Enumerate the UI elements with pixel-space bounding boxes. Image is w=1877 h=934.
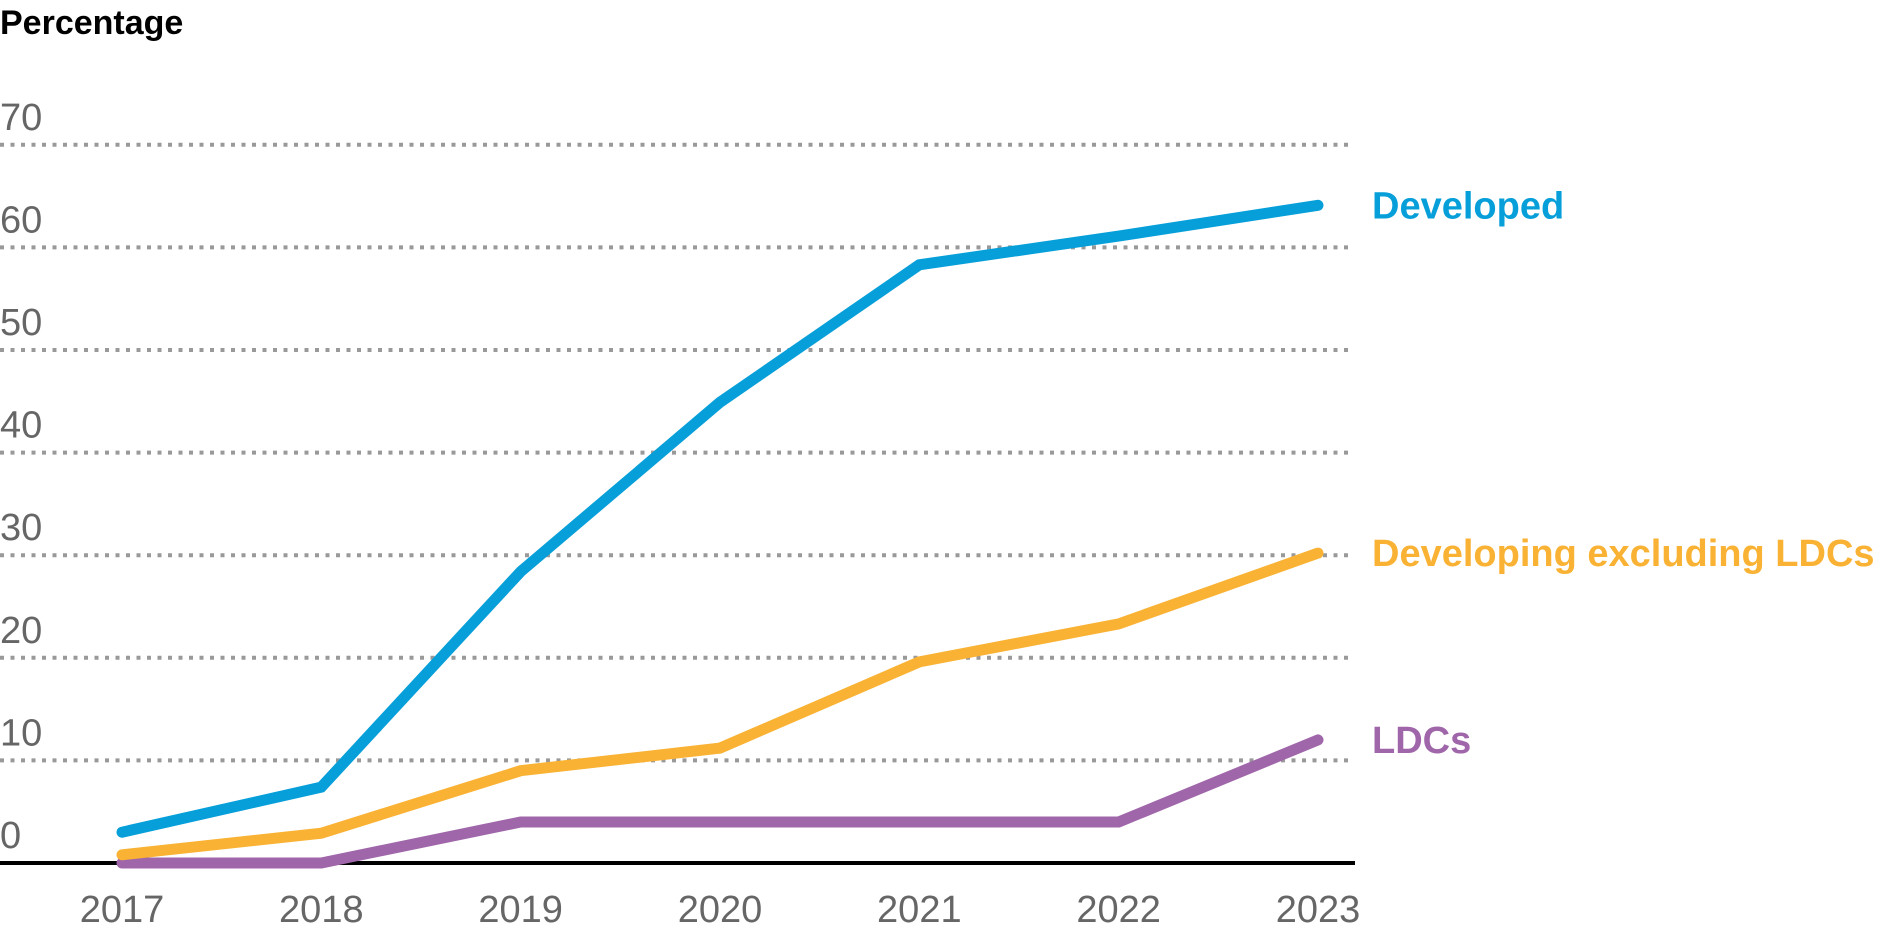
x-tick-label: 2019 <box>478 889 563 931</box>
series-label-developed: Developed <box>1372 185 1564 227</box>
y-tick-labels: 0 10 20 30 40 50 60 70 <box>0 97 42 857</box>
y-tick-label: 40 <box>0 405 42 447</box>
series-line-ldcs <box>116 734 1324 869</box>
y-tick-label: 0 <box>0 815 21 857</box>
series-labels: LDCs Developing excluding LDCs Developed <box>1372 185 1875 762</box>
x-tick-label: 2022 <box>1076 889 1161 931</box>
y-tick-label: 70 <box>0 97 42 139</box>
series-label-ldcs: LDCs <box>1372 720 1471 762</box>
x-tick-label: 2017 <box>80 889 165 931</box>
x-tick-labels: 2017 2018 2019 2020 2021 2022 2023 <box>80 889 1361 931</box>
x-tick-label: 2020 <box>678 889 763 931</box>
x-tick-label: 2021 <box>877 889 962 931</box>
x-tick-label: 2023 <box>1276 889 1361 931</box>
gridlines <box>0 142 1348 763</box>
series-label-developing-excluding-ldcs: Developing excluding LDCs <box>1372 533 1875 575</box>
series-lines <box>116 199 1324 869</box>
y-tick-label: 60 <box>0 199 42 241</box>
x-tick-label: 2018 <box>279 889 364 931</box>
y-axis-title: Percentage <box>0 4 183 42</box>
y-tick-label: 20 <box>0 610 42 652</box>
y-tick-label: 30 <box>0 507 42 549</box>
series-line-developed <box>116 199 1324 838</box>
y-tick-label: 10 <box>0 712 42 754</box>
y-tick-label: 50 <box>0 302 42 344</box>
